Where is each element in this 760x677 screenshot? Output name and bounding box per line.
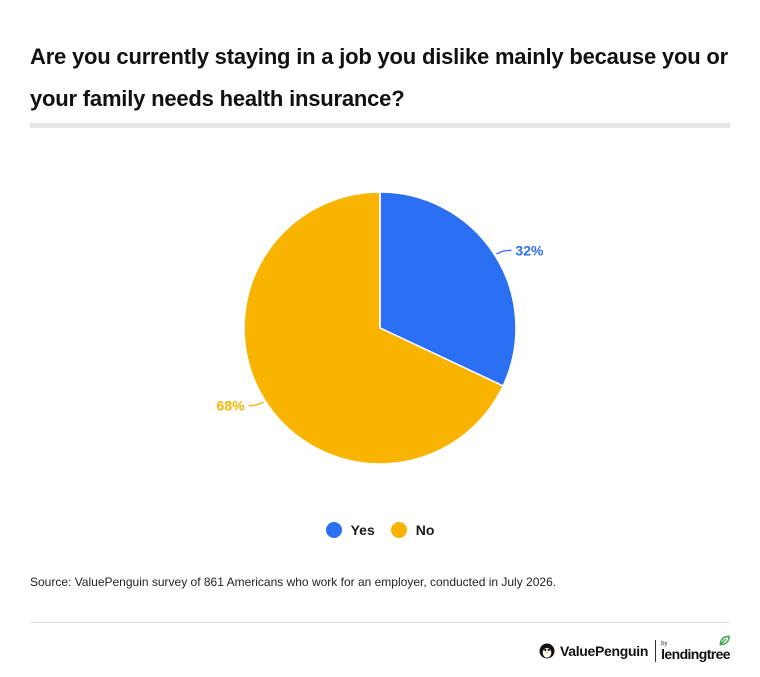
legend-item-no: No	[390, 522, 435, 538]
penguin-icon	[539, 643, 555, 659]
pie-slice-yes	[379, 191, 517, 387]
source-note: Source: ValuePenguin survey of 861 Ameri…	[30, 575, 557, 589]
brand-divider	[655, 640, 657, 662]
brand-logos: ValuePenguin by lendingtree	[539, 635, 731, 664]
lendingtree-logo: by lendingtree	[661, 635, 731, 662]
legend: Yes No	[0, 522, 760, 538]
legend-label-no: No	[415, 522, 435, 538]
valuepenguin-wordmark: ValuePenguin	[559, 643, 649, 659]
legend-swatch-yes	[325, 522, 342, 538]
pie-chart: 32% 68%	[217, 191, 544, 465]
leaf-icon	[719, 635, 730, 646]
title-divider	[30, 123, 730, 128]
lendingtree-by: by	[661, 641, 668, 647]
footer-divider	[30, 622, 730, 623]
lendingtree-wordmark: lendingtree	[661, 646, 730, 662]
data-label-yes: 32%	[515, 242, 544, 258]
leader-line-yes	[496, 249, 512, 255]
legend-swatch-no	[390, 522, 407, 538]
valuepenguin-logo: ValuePenguin	[539, 643, 648, 659]
legend-label-yes: Yes	[350, 522, 375, 538]
chart-title: Are you currently staying in a job you d…	[30, 44, 728, 111]
legend-item-yes: Yes	[325, 522, 375, 538]
pie-slice-no	[243, 191, 505, 465]
data-label-no: 68%	[217, 398, 246, 414]
leader-line-no	[248, 401, 264, 407]
